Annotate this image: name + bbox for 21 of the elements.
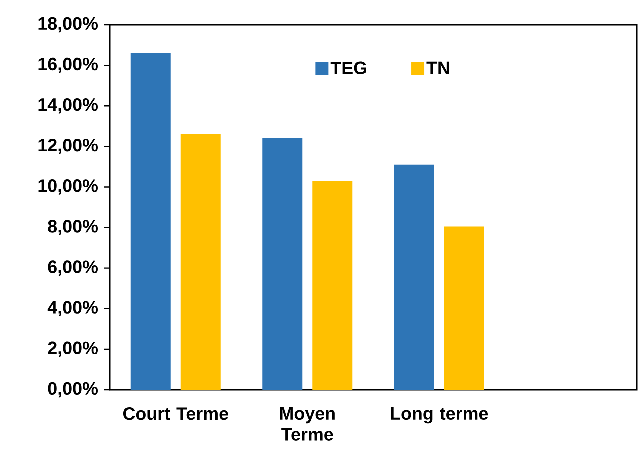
bar bbox=[394, 164, 434, 390]
y-tick-label: 6,00% bbox=[48, 260, 98, 276]
y-tick-label: 8,00% bbox=[48, 220, 98, 236]
x-tick-label: Moyen Terme bbox=[280, 408, 335, 441]
y-tick-label: 18,00% bbox=[38, 17, 98, 33]
x-tick-label: Long terme bbox=[391, 408, 488, 424]
x-tick-label: Court Terme bbox=[123, 408, 228, 420]
bar bbox=[180, 134, 221, 390]
legend-label: TN bbox=[426, 62, 450, 74]
y-tick-label: 2,00% bbox=[48, 342, 98, 358]
y-tick-label: 4,00% bbox=[48, 301, 98, 317]
y-tick-label: 16,00% bbox=[38, 58, 98, 74]
y-tick-label: 12,00% bbox=[38, 139, 98, 154]
y-tick-label: 0,00% bbox=[48, 382, 98, 398]
legend-label: TEG bbox=[330, 62, 366, 74]
bar bbox=[262, 138, 303, 390]
y-tick-label: 10,00% bbox=[38, 180, 98, 195]
y-tick-label: 14,00% bbox=[38, 98, 98, 114]
bar bbox=[130, 53, 171, 390]
bar bbox=[444, 226, 484, 390]
bar bbox=[312, 181, 353, 390]
